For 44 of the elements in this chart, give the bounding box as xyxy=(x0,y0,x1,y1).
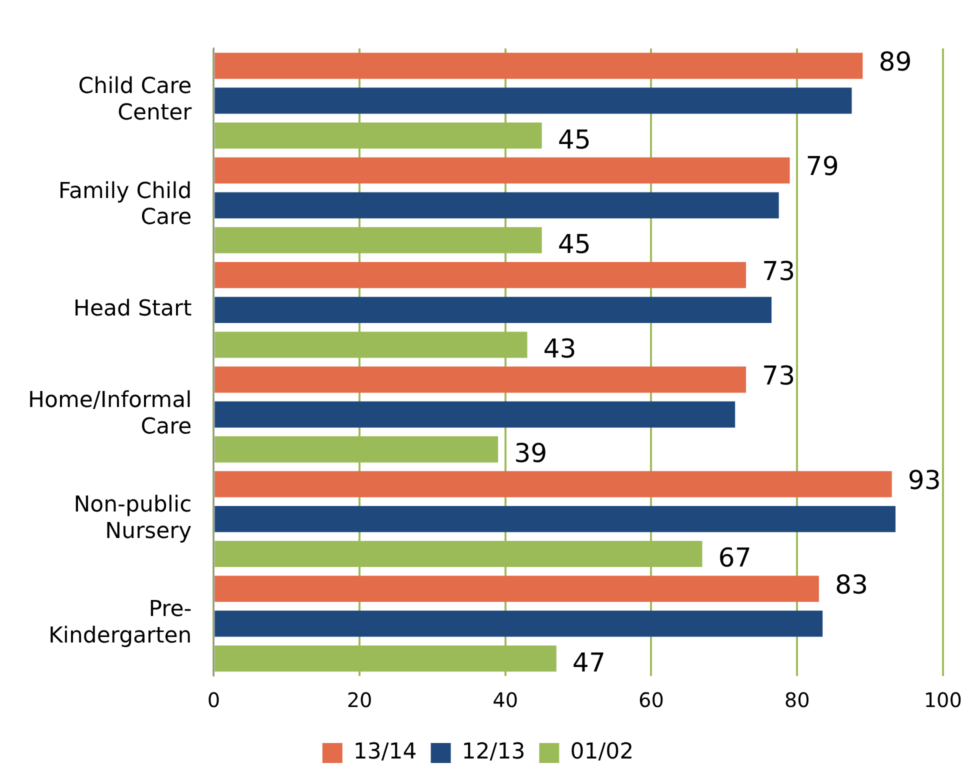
x-tick-label: 100 xyxy=(924,688,962,712)
x-tick-label: 40 xyxy=(492,688,518,712)
bar xyxy=(214,157,790,184)
bar xyxy=(214,506,896,532)
data-label: 43 xyxy=(543,334,576,365)
category-label: Care xyxy=(140,414,192,440)
data-label: 73 xyxy=(762,361,796,392)
x-tick-label: 20 xyxy=(346,688,372,712)
data-label: 45 xyxy=(558,230,591,260)
data-label: 47 xyxy=(572,648,606,678)
category-label: Center xyxy=(118,100,192,126)
data-label: 67 xyxy=(718,544,752,574)
bar xyxy=(214,262,746,288)
category-label: Head Start xyxy=(73,296,192,322)
category-label: Child Care xyxy=(78,74,192,100)
x-tick-label: 80 xyxy=(784,688,810,712)
bar xyxy=(214,88,852,114)
bar xyxy=(214,471,892,498)
data-label: 73 xyxy=(762,256,796,287)
category-label: Pre- xyxy=(148,597,192,622)
legend-label: 01/02 xyxy=(570,740,634,765)
data-label: 45 xyxy=(558,125,591,156)
category-label: Home/Informal xyxy=(28,388,192,414)
x-tick-label: 60 xyxy=(638,688,664,712)
data-label: 79 xyxy=(806,152,839,182)
data-label: 39 xyxy=(514,439,548,470)
data-label: 83 xyxy=(834,570,868,601)
bar xyxy=(214,192,779,218)
bar xyxy=(214,366,746,393)
legend-label: 13/14 xyxy=(353,740,417,765)
category-label: Non-public xyxy=(74,492,192,518)
bar xyxy=(214,610,823,637)
category-label: Family Child xyxy=(58,178,192,204)
x-tick-label: 0 xyxy=(207,688,220,712)
legend-label: 12/13 xyxy=(462,740,526,765)
category-label: Nursery xyxy=(105,519,192,544)
category-label: Kindergarten xyxy=(48,624,192,649)
bar xyxy=(214,52,863,79)
data-label: 89 xyxy=(878,48,912,78)
bar xyxy=(214,576,819,602)
bar xyxy=(214,296,772,323)
category-label: Care xyxy=(140,205,192,230)
data-label: 93 xyxy=(908,466,941,496)
bar xyxy=(214,401,736,428)
